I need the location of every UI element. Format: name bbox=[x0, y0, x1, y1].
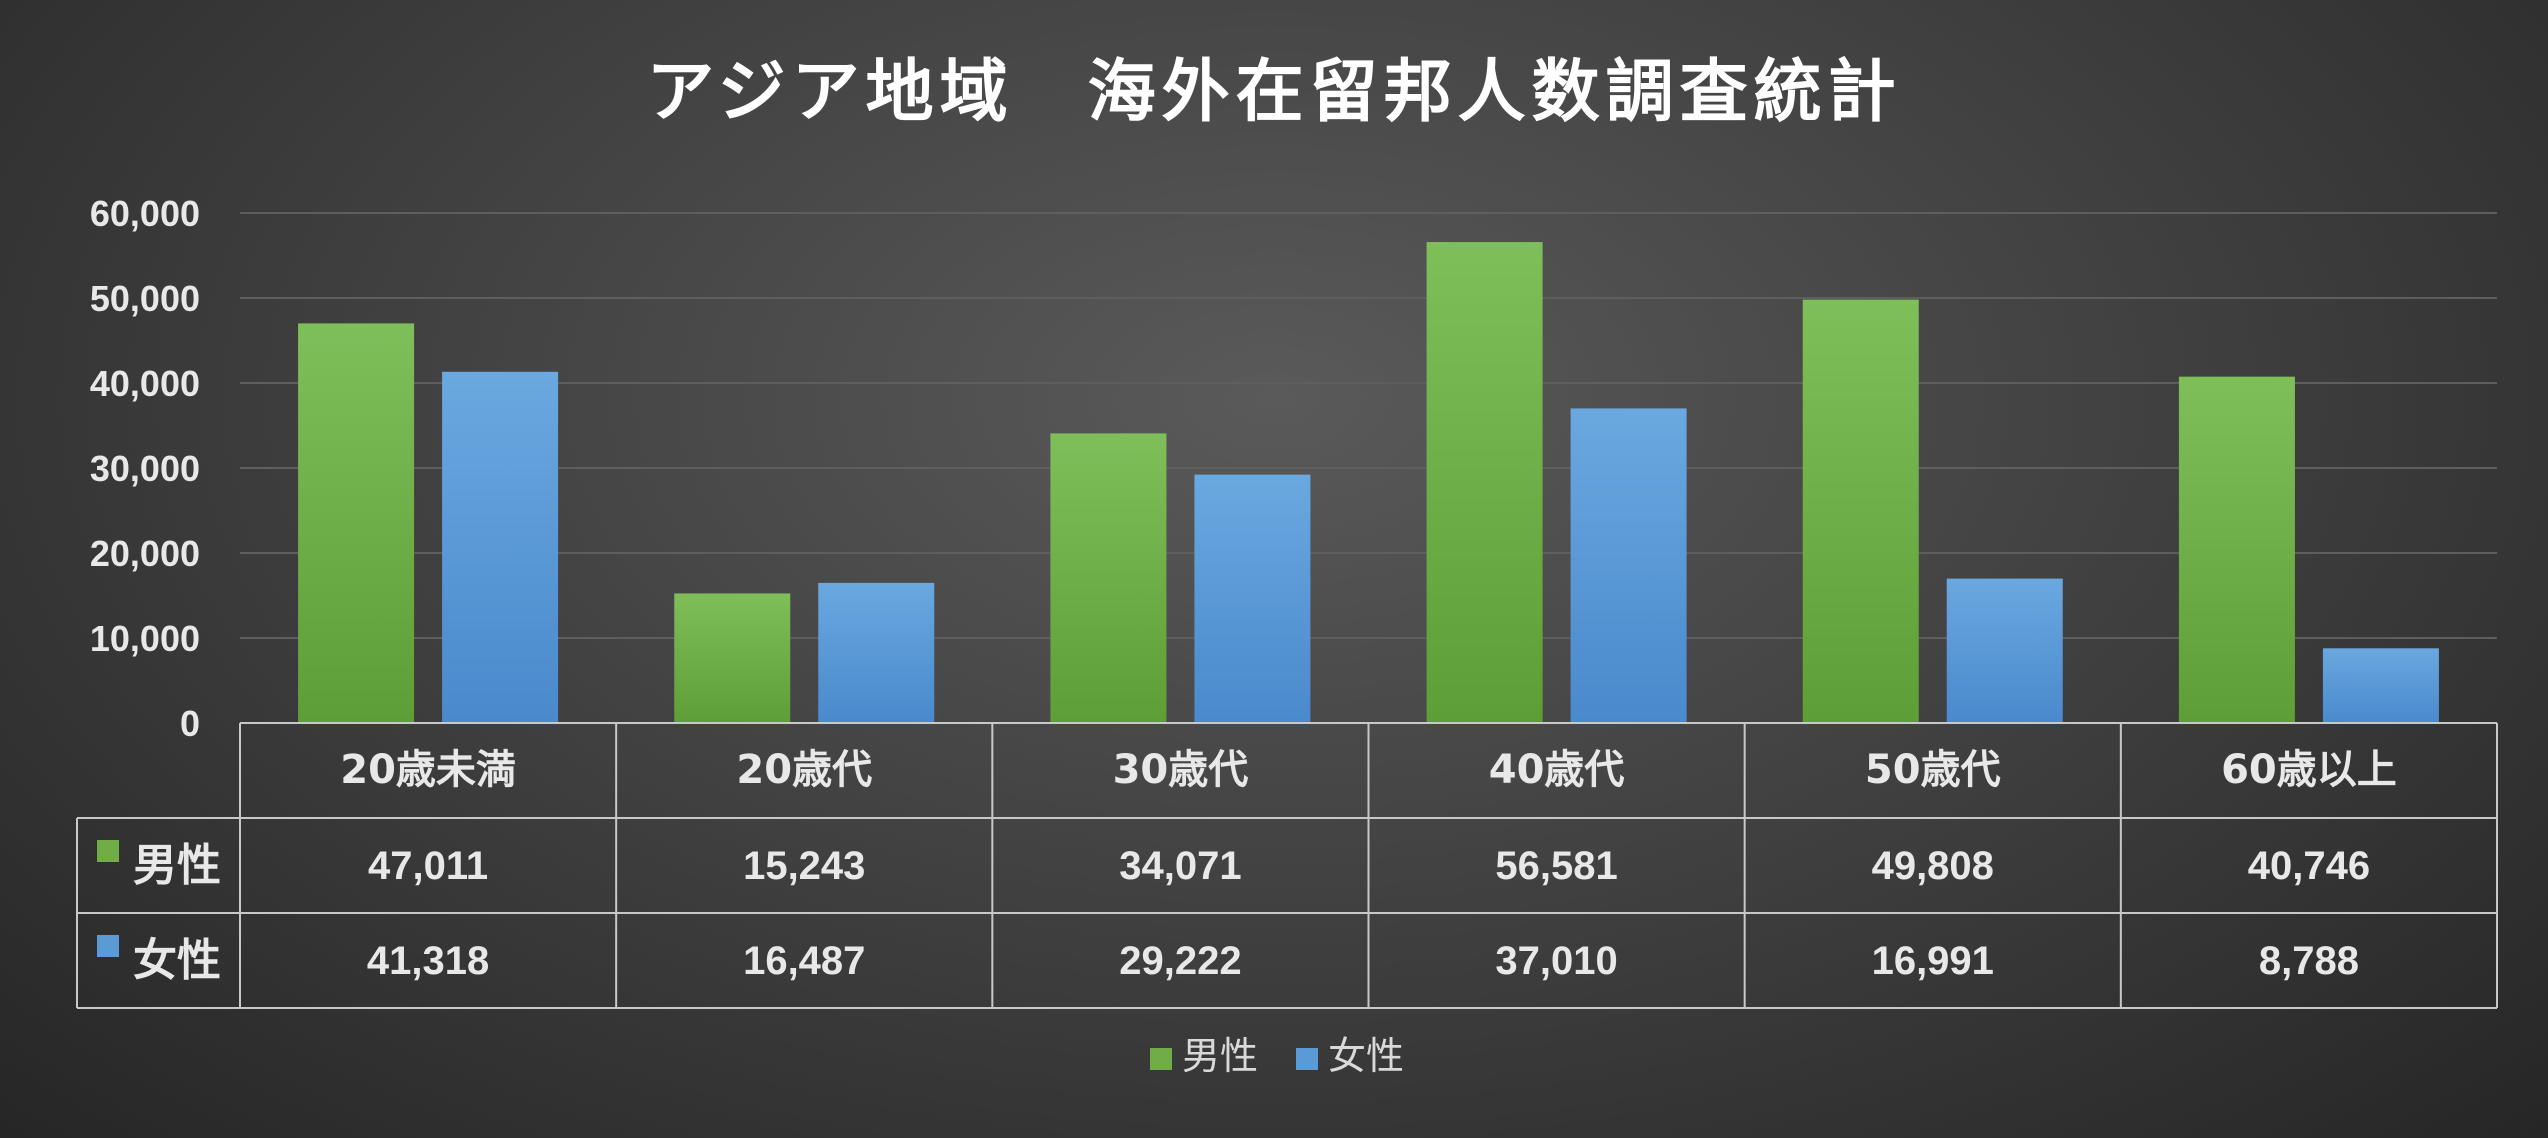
data-label: 56,581 bbox=[1495, 844, 1617, 888]
data-label: 16,991 bbox=[1872, 939, 1994, 983]
x-tick-label: 50歳代 bbox=[1865, 747, 2001, 793]
y-tick-label: 50,000 bbox=[90, 278, 200, 319]
bar-female bbox=[442, 371, 559, 723]
y-tick-label: 20,000 bbox=[90, 533, 200, 574]
y-tick-label: 40,000 bbox=[90, 363, 200, 404]
x-tick-label: 20歳代 bbox=[736, 747, 872, 793]
legend-label: 女性 bbox=[1328, 1034, 1404, 1078]
legend-swatch bbox=[1150, 1048, 1172, 1070]
data-label: 8,788 bbox=[2259, 939, 2359, 983]
y-tick-label: 10,000 bbox=[90, 618, 200, 659]
bar-female bbox=[1946, 578, 2063, 723]
legend: 男性 女性 bbox=[1150, 1034, 1404, 1078]
gridlines bbox=[240, 212, 2497, 639]
y-tick-label: 30,000 bbox=[90, 448, 200, 489]
row-header: 女性 bbox=[133, 935, 221, 986]
data-label: 49,808 bbox=[1872, 844, 1994, 888]
bar-female bbox=[2322, 648, 2439, 723]
y-tick-label: 0 bbox=[180, 703, 200, 744]
bar-female bbox=[1570, 408, 1687, 723]
data-label: 37,010 bbox=[1495, 939, 1617, 983]
bar-female bbox=[818, 582, 935, 723]
bar-male bbox=[1050, 433, 1167, 723]
chart-title: アジア地域 海外在留邦人数調査統計 bbox=[646, 53, 1901, 132]
data-label: 16,487 bbox=[743, 939, 865, 983]
data-label: 40,746 bbox=[2248, 844, 2370, 888]
bar-female bbox=[1194, 474, 1311, 723]
bar-male bbox=[1426, 242, 1543, 723]
bar-male bbox=[1802, 299, 1919, 723]
x-tick-label: 40歳代 bbox=[1489, 747, 1625, 793]
x-tick-label: 30歳代 bbox=[1113, 747, 1249, 793]
data-label: 29,222 bbox=[1119, 939, 1241, 983]
data-label: 34,071 bbox=[1119, 844, 1241, 888]
legend-swatch bbox=[1296, 1048, 1318, 1070]
legend-label: 男性 bbox=[1182, 1034, 1258, 1078]
data-label: 41,318 bbox=[367, 939, 489, 983]
y-tick-label: 60,000 bbox=[90, 193, 200, 234]
legend-key-swatch bbox=[97, 935, 119, 957]
x-tick-label: 60歳以上 bbox=[2221, 747, 2397, 793]
x-tick-label: 20歳未満 bbox=[340, 747, 516, 793]
bar-male bbox=[298, 323, 415, 723]
row-header: 男性 bbox=[133, 840, 221, 891]
y-axis: 0 10,000 20,000 30,000 40,000 50,000 60,000 bbox=[90, 193, 200, 744]
legend-key-swatch bbox=[97, 840, 119, 862]
bar-male bbox=[674, 593, 791, 723]
data-label: 15,243 bbox=[743, 844, 865, 888]
bars bbox=[298, 242, 2439, 723]
bar-male bbox=[2178, 376, 2295, 723]
data-label: 47,011 bbox=[368, 844, 488, 888]
